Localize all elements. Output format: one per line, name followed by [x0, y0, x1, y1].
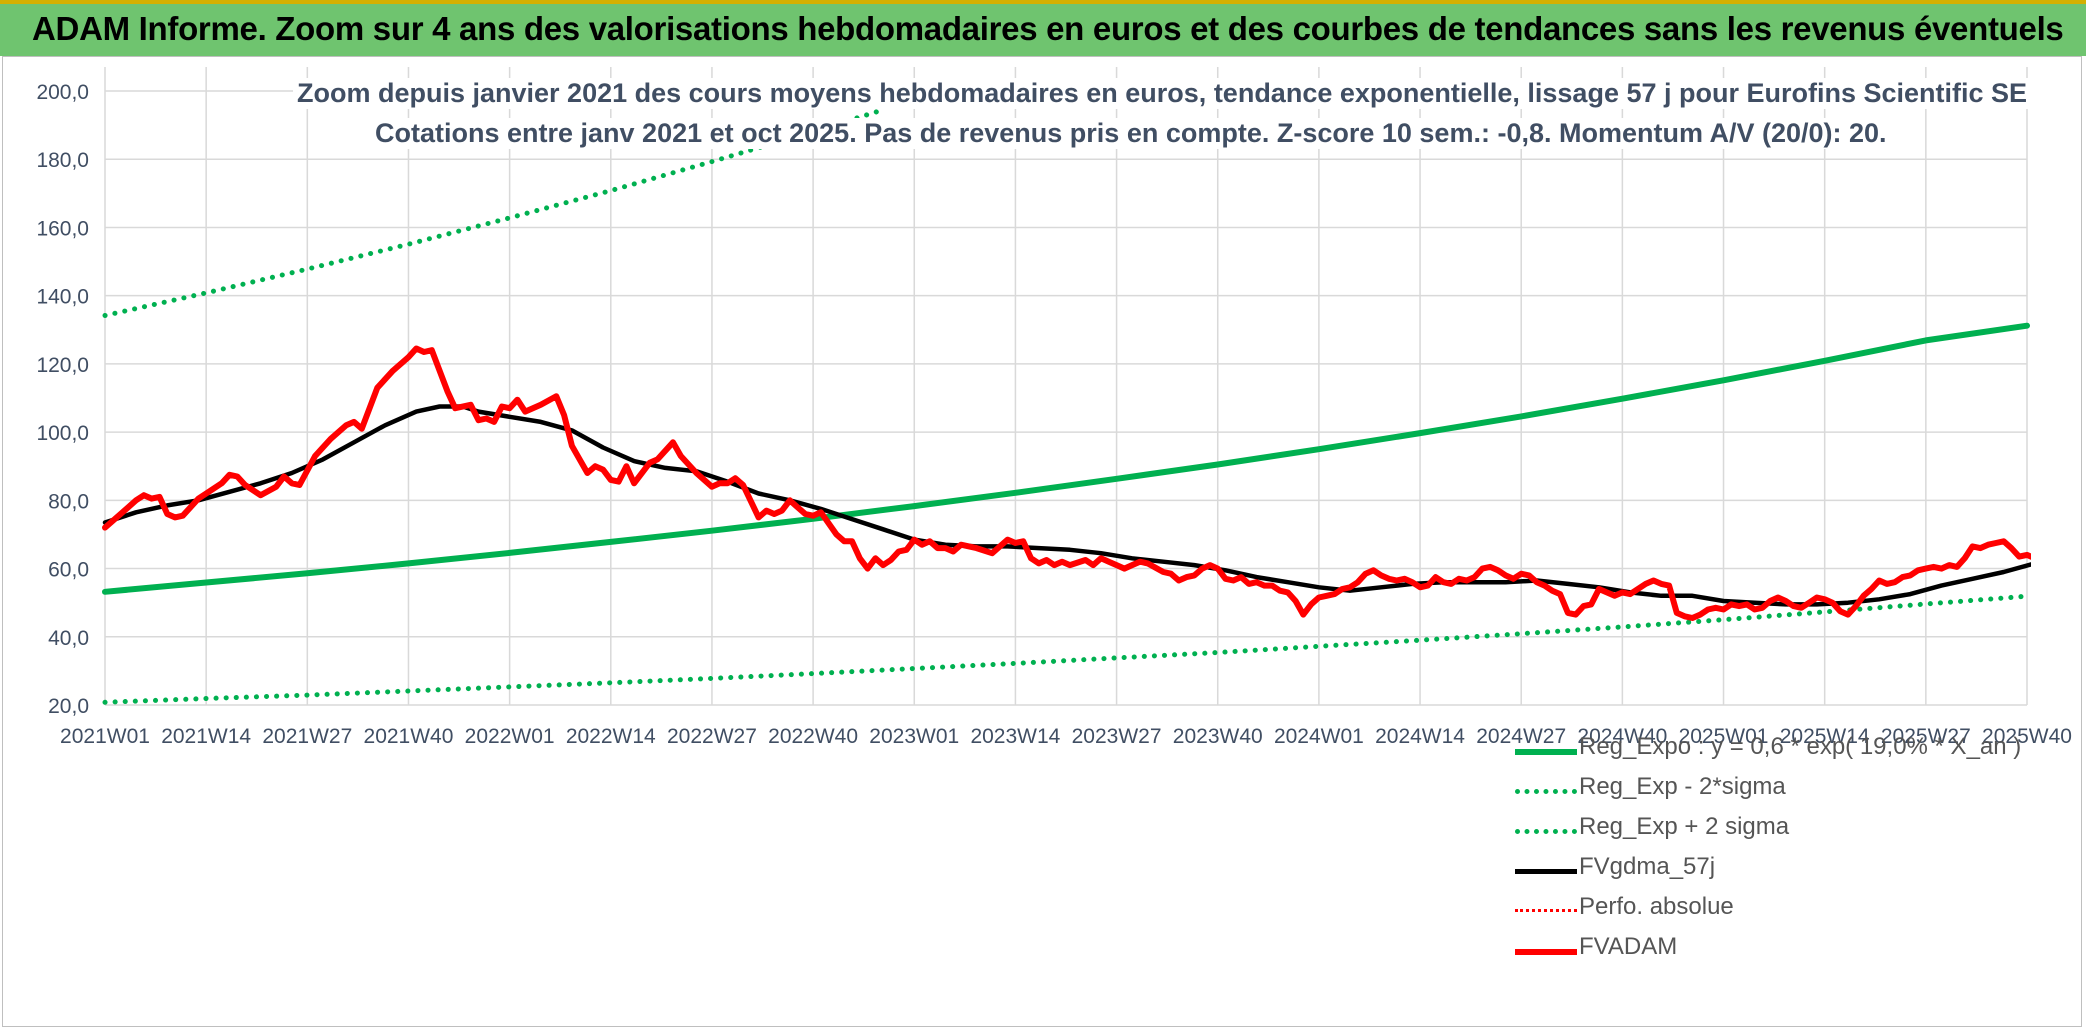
chart-title: Zoom depuis janvier 2021 des cours moyen…	[293, 78, 2032, 109]
legend-label: FVADAM	[1579, 933, 1678, 960]
x-tick-label: 2024W27	[1476, 725, 1566, 748]
legend-label: Reg_Expo : y = 0,6 * exp( 19,0% * X_an )	[1579, 733, 2022, 760]
x-tick-label: 2025W27	[1881, 725, 1971, 748]
legend-label: Reg_Exp + 2 sigma	[1579, 813, 1790, 840]
legend-swatch	[1515, 909, 1577, 912]
report-banner: ADAM Informe. Zoom sur 4 ans des valoris…	[0, 0, 2086, 56]
y-tick-label: 100,0	[36, 422, 89, 445]
legend-label: Reg_Exp - 2*sigma	[1579, 773, 1786, 800]
legend-item: Reg_Exp + 2 sigma	[1513, 811, 2033, 851]
x-tick-label: 2022W14	[566, 725, 656, 748]
series-layer	[102, 88, 2031, 705]
chart-subtitle: Cotations entre janv 2021 et oct 2025. P…	[371, 118, 1891, 149]
y-tick-label: 160,0	[36, 217, 89, 240]
legend-item: FVADAM	[1513, 931, 2033, 971]
series-line-3	[102, 404, 2031, 607]
series-line-0	[102, 322, 2030, 595]
y-tick-label: 120,0	[36, 354, 89, 377]
y-tick-label: 80,0	[48, 490, 89, 513]
x-tick-label: 2023W01	[869, 725, 959, 748]
x-tick-label: 2021W14	[161, 725, 251, 748]
y-tick-label: 60,0	[48, 559, 89, 582]
x-tick-label: 2025W14	[1780, 725, 1870, 748]
y-tick-label: 40,0	[48, 627, 89, 650]
x-tick-label: 2023W27	[1072, 725, 1162, 748]
axis-layer: 20,0 40,0 60,0 80,0 100,0 120,0 140,0 160,0 180,…	[36, 81, 2072, 748]
x-tick-label: 2023W14	[970, 725, 1060, 748]
legend-item: Reg_Exp - 2*sigma	[1513, 771, 2033, 811]
legend-item: Perfo. absolue	[1513, 891, 2033, 931]
legend-item: Reg_Expo : y = 0,6 * exp( 19,0% * X_an )	[1513, 731, 2033, 771]
x-tick-label: 2021W01	[60, 725, 150, 748]
legend-swatch	[1515, 949, 1577, 955]
x-tick-label: 2024W14	[1375, 725, 1465, 748]
series-line-1	[102, 593, 2030, 705]
x-tick-label: 2025W01	[1679, 725, 1769, 748]
chart-plot: 20,0 40,0 60,0 80,0 100,0 120,0 140,0 160,0 180,…	[36, 67, 2072, 748]
banner-title: ADAM Informe. Zoom sur 4 ans des valoris…	[32, 10, 2064, 47]
x-tick-label: 2021W27	[262, 725, 352, 748]
y-tick-label: 180,0	[36, 149, 89, 172]
chart-frame: 20,0 40,0 60,0 80,0 100,0 120,0 140,0 160,0 180,…	[2, 56, 2082, 1027]
x-tick-label: 2025W40	[1982, 725, 2072, 748]
x-tick-label: 2024W40	[1577, 725, 1667, 748]
x-tick-label: 2022W40	[768, 725, 858, 748]
series-line-5	[102, 345, 2031, 621]
legend-swatch	[1515, 789, 1577, 794]
grid-layer	[104, 67, 2028, 706]
x-tick-label: 2021W40	[364, 725, 454, 748]
x-tick-label: 2022W27	[667, 725, 757, 748]
legend-label: Perfo. absolue	[1579, 893, 1734, 920]
y-tick-label: 20,0	[48, 695, 89, 718]
y-tick-label: 200,0	[36, 81, 89, 104]
y-tick-label: 140,0	[36, 286, 89, 309]
legend-swatch	[1515, 749, 1577, 755]
x-tick-label: 2023W40	[1173, 725, 1263, 748]
chart-legend: Reg_Expo : y = 0,6 * exp( 19,0% * X_an )…	[1513, 731, 2033, 971]
legend-label: FVgdma_57j	[1579, 853, 1716, 880]
x-tick-label: 2022W01	[465, 725, 555, 748]
legend-item: FVgdma_57j	[1513, 851, 2033, 891]
legend-swatch	[1515, 869, 1577, 874]
legend-swatch	[1515, 829, 1577, 834]
x-tick-label: 2024W01	[1274, 725, 1364, 748]
